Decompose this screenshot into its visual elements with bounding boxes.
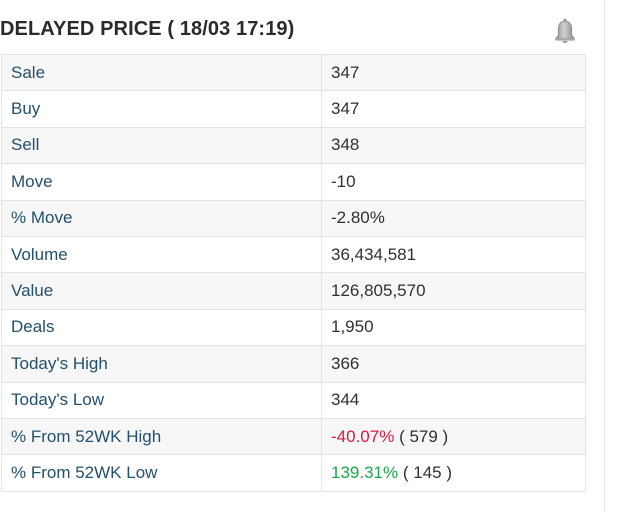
row-label-52wk-low: % From 52WK Low	[1, 454, 322, 492]
panel-right-border	[604, 0, 605, 512]
row-label-deals: Deals	[1, 308, 322, 347]
bell-icon[interactable]	[550, 16, 580, 46]
table-row: Buy 347	[1, 90, 586, 128]
52wk-high-price: ( 579 )	[399, 426, 449, 446]
row-value-todays-high: 366	[321, 345, 586, 383]
row-label-sell: Sell	[1, 126, 322, 165]
percent-from-52wk-high: -40.07%	[331, 426, 395, 446]
row-value-move: -10	[321, 163, 586, 201]
table-row: Value 126,805,570	[1, 272, 586, 310]
row-label-value: Value	[1, 272, 322, 310]
table-row: Volume 36,434,581	[1, 235, 586, 274]
row-label-percent-move: % Move	[1, 199, 322, 237]
row-label-52wk-high: % From 52WK High	[1, 417, 322, 456]
row-label-todays-high: Today's High	[1, 345, 322, 383]
row-value-value: 126,805,570	[321, 272, 586, 310]
52wk-low-price: ( 145 )	[402, 462, 452, 482]
page-title: DELAYED PRICE ( 18/03 17:19)	[0, 18, 295, 40]
price-table: Sale 347 Buy 347 Sell 348 Move -10 % Mov…	[1, 53, 586, 492]
row-value-todays-low: 344	[321, 381, 586, 419]
row-value-sale: 347	[321, 53, 586, 92]
row-value-deals: 1,950	[321, 308, 586, 347]
row-value-sell: 348	[321, 126, 586, 165]
table-row: Deals 1,950	[1, 308, 586, 347]
row-value-52wk-low: 139.31% ( 145 )	[321, 454, 586, 492]
table-row: % Move -2.80%	[1, 199, 586, 237]
row-value-buy: 347	[321, 90, 586, 128]
percent-from-52wk-low: 139.31%	[331, 462, 399, 482]
row-label-volume: Volume	[1, 235, 322, 274]
row-value-52wk-high: -40.07% ( 579 )	[321, 417, 586, 456]
row-value-volume: 36,434,581	[321, 235, 586, 274]
table-row: Today's High 366	[1, 345, 586, 383]
table-row: Move -10	[1, 163, 586, 201]
table-row: Today's Low 344	[1, 381, 586, 419]
table-row: Sell 348	[1, 126, 586, 165]
table-row: % From 52WK High -40.07% ( 579 )	[1, 417, 586, 456]
row-label-buy: Buy	[1, 90, 322, 128]
table-row: % From 52WK Low 139.31% ( 145 )	[1, 454, 586, 492]
row-label-todays-low: Today's Low	[1, 381, 322, 419]
price-header: DELAYED PRICE ( 18/03 17:19)	[0, 0, 600, 54]
table-row: Sale 347	[1, 53, 586, 92]
row-value-percent-move: -2.80%	[321, 199, 586, 237]
row-label-move: Move	[1, 163, 322, 201]
row-label-sale: Sale	[1, 53, 322, 92]
